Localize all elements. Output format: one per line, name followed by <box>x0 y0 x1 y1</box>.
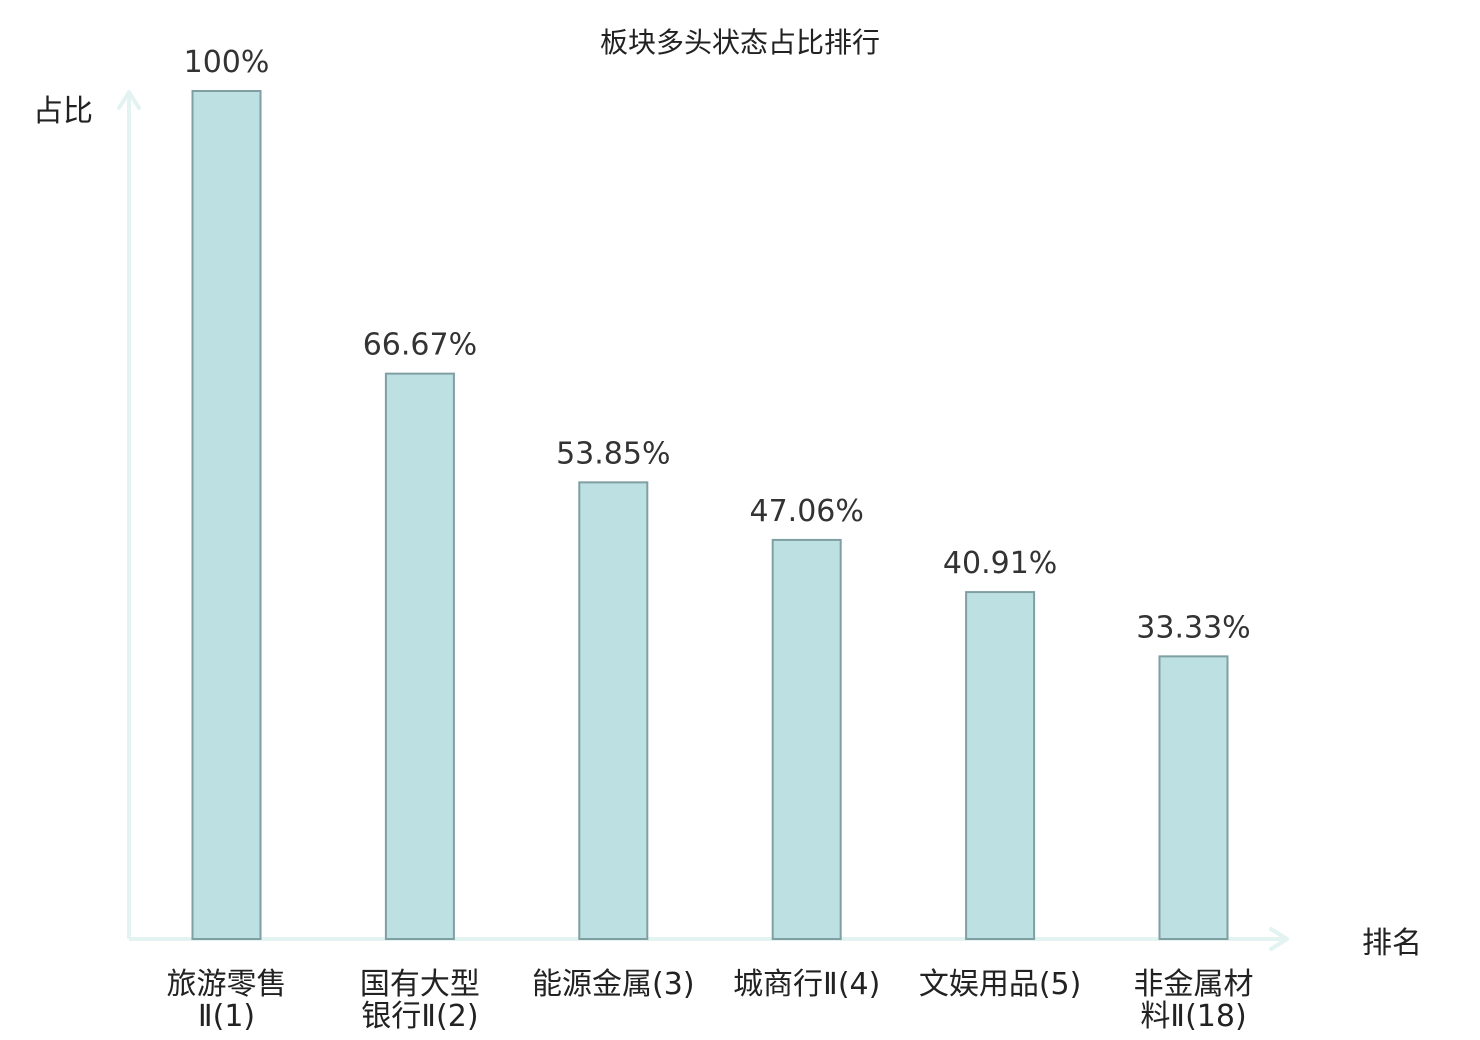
y-axis-label: 占比 <box>33 94 93 129</box>
bar-series <box>191 90 1229 940</box>
bar-value-label: 66.67% <box>363 328 477 363</box>
x-tick-label: 旅游零售 <box>167 967 287 1002</box>
bar <box>384 372 455 940</box>
bar-value-label: 40.91% <box>943 546 1057 581</box>
x-axis-label: 排名 <box>1362 926 1422 961</box>
bar <box>965 591 1036 940</box>
x-tick-label: 料Ⅱ(18) <box>1140 999 1246 1034</box>
x-tick-label: Ⅱ(1) <box>198 999 255 1034</box>
bar-value-label: 53.85% <box>556 436 670 471</box>
y-axis <box>117 90 141 939</box>
bar <box>1158 655 1229 940</box>
bar <box>578 481 649 940</box>
value-labels: 100% 66.67% 53.85% 47.06% 40.91% 33.33% <box>184 45 1251 645</box>
x-tick-label: 非金属材 <box>1134 967 1254 1002</box>
bar <box>771 538 842 940</box>
x-axis <box>129 927 1289 951</box>
bar-value-label: 33.33% <box>1136 610 1250 645</box>
chart-title: 板块多头状态占比排行 <box>600 26 880 59</box>
x-tick-label: 银行Ⅱ(2) <box>361 999 478 1034</box>
bar <box>191 90 262 940</box>
x-tick-label: 城商行Ⅱ(4) <box>733 967 880 1002</box>
bar-value-label: 100% <box>184 45 270 80</box>
x-tick-label: 能源金属(3) <box>532 967 695 1002</box>
bar-value-label: 47.06% <box>750 494 864 529</box>
x-tick-label: 国有大型 <box>360 967 480 1002</box>
x-tick-label: 文娱用品(5) <box>919 967 1082 1002</box>
